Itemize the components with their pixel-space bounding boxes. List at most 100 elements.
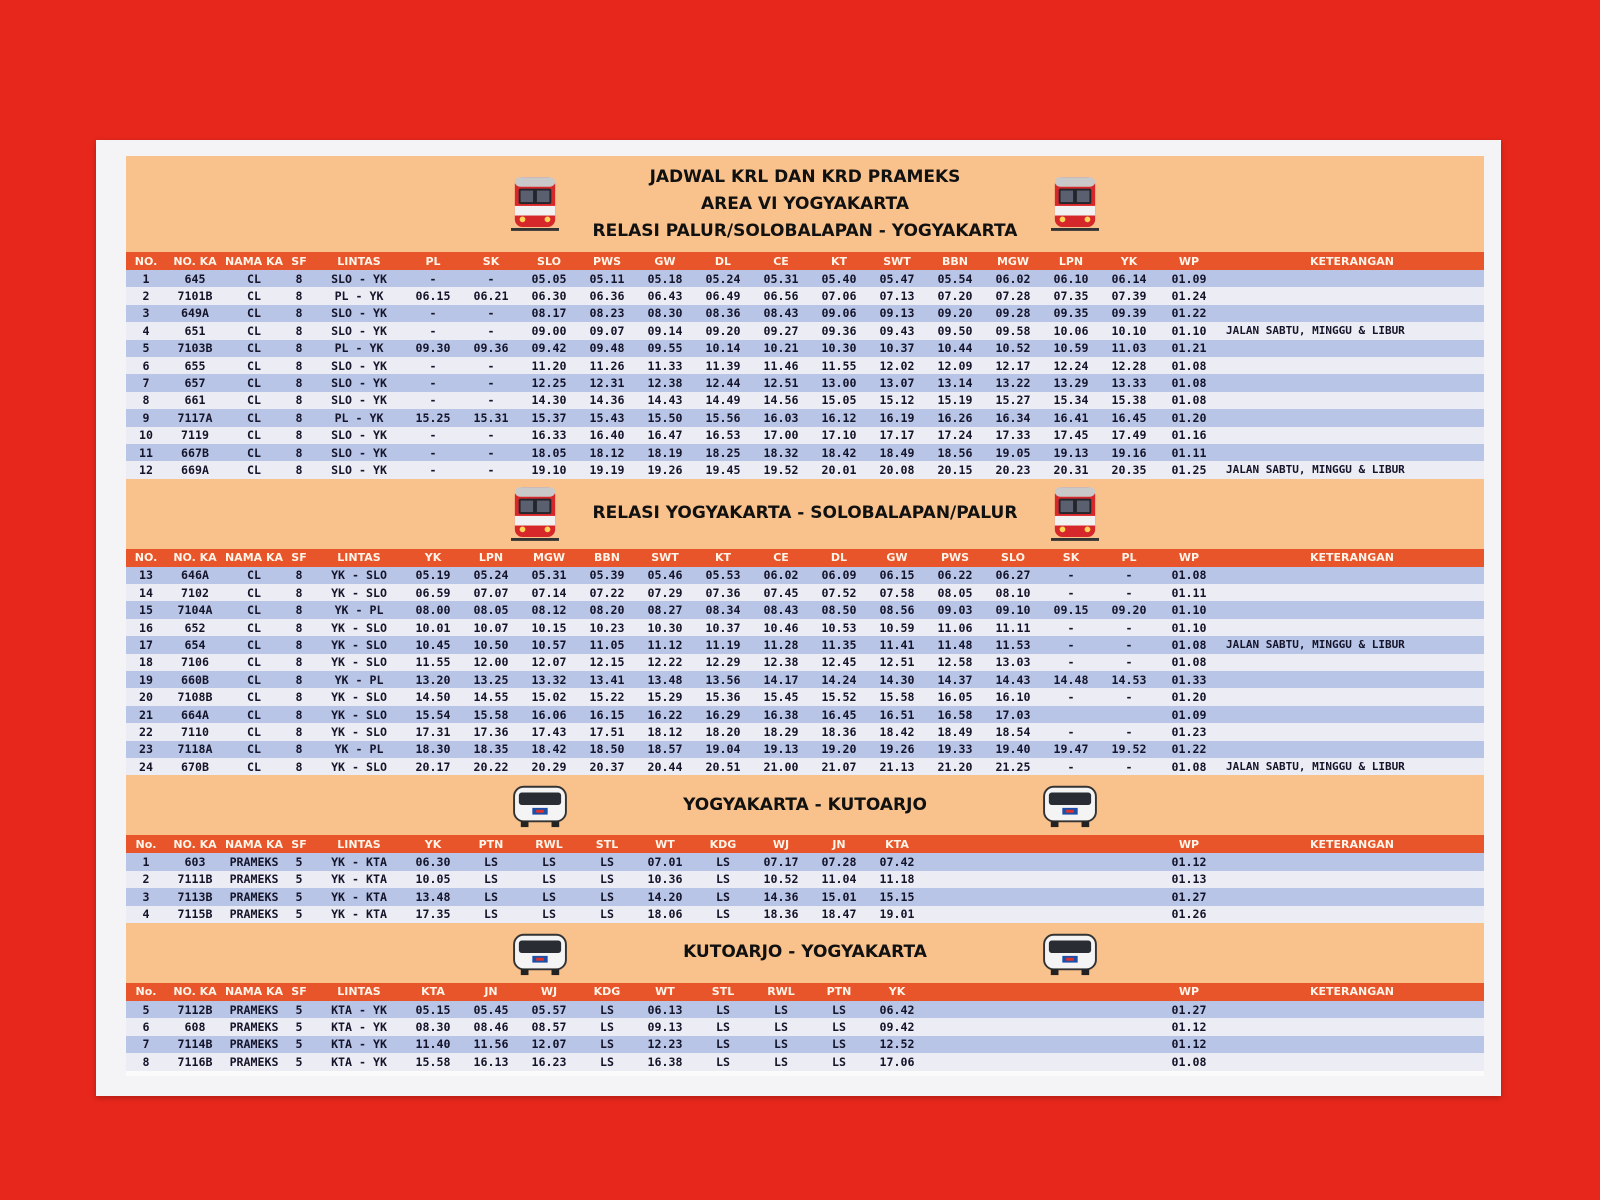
table-cell: 01.11	[1158, 584, 1220, 602]
table-row: 24 670B CL 8 YK - SLO 20.17 20.22 20.29 20.37 20.…	[126, 757, 1484, 776]
column-header: MGW	[520, 548, 578, 567]
column-header: BBN	[926, 252, 984, 270]
table-cell: 05.39	[578, 566, 636, 585]
table-cell: 18.19	[636, 443, 694, 462]
table-cell: 06.43	[636, 287, 694, 305]
table-cell: 5	[284, 888, 314, 906]
table-cell: 18.20	[694, 723, 752, 741]
table-cell: 14.30	[868, 671, 926, 689]
column-header: PWS	[578, 252, 636, 270]
table-cell: 01.23	[1158, 723, 1220, 741]
table-cell: 8	[284, 688, 314, 706]
table-cell: 16.06	[520, 705, 578, 724]
column-header: WP	[1158, 252, 1220, 270]
table-cell: 01.10	[1158, 601, 1220, 619]
table-cell: 10.10	[1100, 322, 1158, 340]
table-cell: CL	[224, 287, 284, 305]
table-cell: 12.28	[1100, 356, 1158, 375]
table-cell: LS	[578, 1035, 636, 1054]
column-header: PTN	[810, 982, 868, 1001]
table-cell: YK - SLO	[314, 723, 404, 741]
table-row: 12 669A CL 8 SLO - YK - -19.10 19.19 19.26 19.45 1…	[126, 461, 1484, 479]
table-cell: 13.03	[984, 653, 1042, 672]
table-cell: 11.33	[636, 356, 694, 375]
table-cell: 09.58	[984, 322, 1042, 340]
table-cell: 09.10	[984, 601, 1042, 619]
table-cell: 10.30	[810, 339, 868, 357]
column-header: BBN	[578, 548, 636, 567]
column-header: No.	[126, 982, 166, 1001]
table-cell: 09.13	[636, 1018, 694, 1036]
table-cell: 3	[126, 304, 166, 323]
table-cell: 12.09	[926, 356, 984, 375]
table-cell: 15.15	[868, 888, 926, 906]
table-cell	[1100, 853, 1158, 871]
table-cell: 14.36	[752, 888, 810, 906]
note-cell	[1220, 601, 1484, 619]
table-cell: 4	[126, 322, 166, 340]
table-cell: 11.11	[984, 618, 1042, 637]
table-cell: 08.00	[404, 601, 462, 619]
table-cell: 670B	[166, 757, 224, 776]
table-cell: LS	[694, 1035, 752, 1054]
table-cell: 19.45	[694, 461, 752, 479]
section-banner: YOGYAKARTA - KUTOARJO	[126, 775, 1484, 836]
schedule-section: KUTOARJO - YOGYAKARTA No. NO. KA NAMA KA SF L…	[126, 922, 1484, 1071]
table-cell: LS	[462, 905, 520, 923]
table-cell: 16.51	[868, 705, 926, 724]
column-header: STL	[694, 982, 752, 1001]
table-cell: 15.43	[578, 409, 636, 427]
table-cell	[1100, 1035, 1158, 1054]
table-cell: 05.45	[462, 1000, 520, 1019]
table-cell: 01.20	[1158, 409, 1220, 427]
table-cell: 12.52	[868, 1035, 926, 1054]
table-cell: LS	[578, 905, 636, 923]
table-cell: 15.54	[404, 705, 462, 724]
table-cell: LS	[694, 1053, 752, 1071]
table-row: 3 649A CL 8 SLO - YK - -08.17 08.23 08.30 08.36 08…	[126, 304, 1484, 323]
table-cell: 16.13	[462, 1053, 520, 1071]
table-cell: 18.49	[926, 723, 984, 741]
table-cell: 10.15	[520, 618, 578, 637]
table-cell: 15.29	[636, 688, 694, 706]
column-header: SF	[284, 835, 314, 854]
table-cell	[1042, 853, 1100, 871]
table-cell: 8	[284, 601, 314, 619]
table-cell: 21	[126, 705, 166, 724]
table-cell: 652	[166, 618, 224, 637]
table-cell: 08.30	[636, 304, 694, 323]
table-cell: 12.45	[810, 653, 868, 672]
table-cell: PRAMEKS	[224, 870, 284, 889]
table-cell: 06.59	[404, 584, 462, 602]
table-cell: PL - YK	[314, 409, 404, 427]
note-cell	[1220, 584, 1484, 602]
table-cell: -	[404, 322, 462, 340]
table-cell: 12.29	[694, 653, 752, 672]
table-cell: CL	[224, 601, 284, 619]
table-cell: 12.25	[520, 374, 578, 392]
table-cell: 5	[284, 870, 314, 889]
table-cell: 10.44	[926, 339, 984, 357]
column-header: LPN	[462, 548, 520, 567]
table-cell: 12.07	[520, 1035, 578, 1054]
table-cell: 14	[126, 584, 166, 602]
table-row: 14 7102 CL 8 YK - SLO 06.59 07.07 07.14 07.22 07.…	[126, 584, 1484, 602]
table-cell: 01.16	[1158, 426, 1220, 444]
table-cell: -	[462, 304, 520, 323]
schedule-section: YOGYAKARTA - KUTOARJO No. NO. KA NAMA KA SF L…	[126, 775, 1484, 923]
table-cell	[926, 853, 984, 871]
table-cell: 15.05	[810, 391, 868, 410]
table-row: 8 7116B PRAMEKS 5 KTA - YK 15.58 16.13 16.23 LS 1…	[126, 1053, 1484, 1071]
table-cell: 7108B	[166, 688, 224, 706]
table-cell: 12.31	[578, 374, 636, 392]
table-cell: -	[1042, 636, 1100, 654]
table-cell: 18.35	[462, 740, 520, 758]
table-cell: 19.13	[752, 740, 810, 758]
table-cell: 10	[126, 426, 166, 444]
column-header: NO. KA	[166, 835, 224, 854]
table-cell: 20.37	[578, 757, 636, 776]
table-cell: 5	[284, 1053, 314, 1071]
table-cell: -	[404, 443, 462, 462]
table-cell: 661	[166, 391, 224, 410]
table-cell: LS	[578, 1000, 636, 1019]
